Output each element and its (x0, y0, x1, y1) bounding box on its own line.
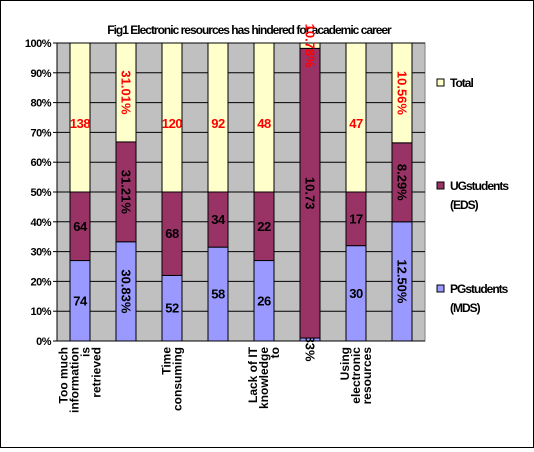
category-label-line: is (79, 347, 93, 357)
category-label-line: retrieved (90, 347, 104, 398)
data-label-ug: 22 (257, 219, 271, 234)
bar-segment-total (115, 42, 137, 143)
data-label-total: 48 (257, 116, 271, 131)
legend-label-pg: PGstudents (450, 282, 509, 296)
bar-segment-total (345, 42, 367, 193)
data-label-ug: 68 (165, 226, 179, 241)
bar-segment-total (161, 42, 183, 193)
category-label-line: to (268, 347, 282, 358)
y-tick-label: 10% (30, 306, 51, 318)
data-label-pg: 30 (349, 286, 363, 301)
category-label-line: resources (360, 347, 374, 405)
category-label-line: Too much (57, 347, 71, 403)
y-tick-label: 0% (36, 336, 52, 348)
category-label-line: consuming (171, 347, 185, 411)
data-label-ug: 34 (211, 212, 226, 227)
data-label-pg: 74 (73, 293, 88, 308)
data-label-pg: 26 (257, 293, 271, 308)
category-label-line: Using (338, 347, 352, 380)
legend-label-ug: (EDS) (450, 198, 479, 212)
data-label-total: 10.56% (395, 71, 410, 116)
legend-label-pg: (MDS) (450, 301, 481, 315)
legend-label-ug: UGstudents (450, 179, 509, 193)
data-label-total: 138 (70, 116, 90, 131)
data-label-ug: 64 (73, 219, 88, 234)
y-tick-label: 20% (30, 276, 51, 288)
data-label-ug: 10.73 (303, 177, 318, 210)
bar-segment-total (253, 42, 275, 193)
bar-segment-total (69, 42, 91, 193)
y-tick-label: 100% (25, 38, 52, 50)
data-label-total: 10.78% (303, 24, 318, 69)
y-tick-label: 50% (30, 187, 51, 199)
plot-area (56, 42, 426, 342)
data-label-total: 31.01% (119, 70, 134, 115)
y-tick-label: 90% (30, 68, 51, 80)
data-label-total: 47 (349, 116, 363, 131)
data-label-pg: 30.83% (119, 269, 134, 314)
data-label-ug: 17 (349, 211, 363, 226)
bar-segment-total (391, 42, 413, 144)
legend-swatch-ug (436, 181, 445, 190)
data-label-ug: 8.29% (395, 164, 410, 201)
category-label-line: Time (160, 347, 174, 375)
category-label-line: Lack of IT (246, 346, 260, 403)
y-tick-label: 30% (30, 247, 51, 259)
bar-segment-total (299, 42, 321, 49)
bar-segment-total (207, 42, 229, 193)
data-label-pg: 52 (165, 301, 179, 316)
legend-label-total: Total (450, 76, 473, 90)
data-label-total: 92 (211, 116, 225, 131)
data-label-pg: 58 (211, 287, 225, 302)
legend-box (429, 43, 533, 343)
category-label-line: knowledge (257, 347, 271, 409)
y-tick-label: 80% (30, 98, 51, 110)
chart-title: Fig1 Electronic resources has hindered f… (107, 23, 392, 37)
data-label-ug: 31.21% (119, 170, 134, 215)
y-tick-label: 40% (30, 217, 51, 229)
category-label-line: information (68, 347, 82, 413)
data-label-pg: 12.50% (395, 259, 410, 304)
y-tick-label: 60% (30, 157, 51, 169)
y-tick-label: 70% (30, 127, 51, 139)
legend-swatch-pg (436, 284, 445, 293)
data-label-total: 120 (162, 116, 182, 131)
legend: Total UGstudents (EDS) PGstudents (MDS) (429, 43, 533, 343)
legend-swatch-total (436, 78, 445, 87)
bar-series: 74 64 138 30.83% 31.21% 31.01% 52 68 120 58 34 92 26… (69, 24, 413, 362)
category-label-line: electronic (349, 347, 363, 404)
y-axis: 0% 10% 20% 30% 40% 50% 60% 70% 80% 90% 100% (25, 38, 57, 348)
